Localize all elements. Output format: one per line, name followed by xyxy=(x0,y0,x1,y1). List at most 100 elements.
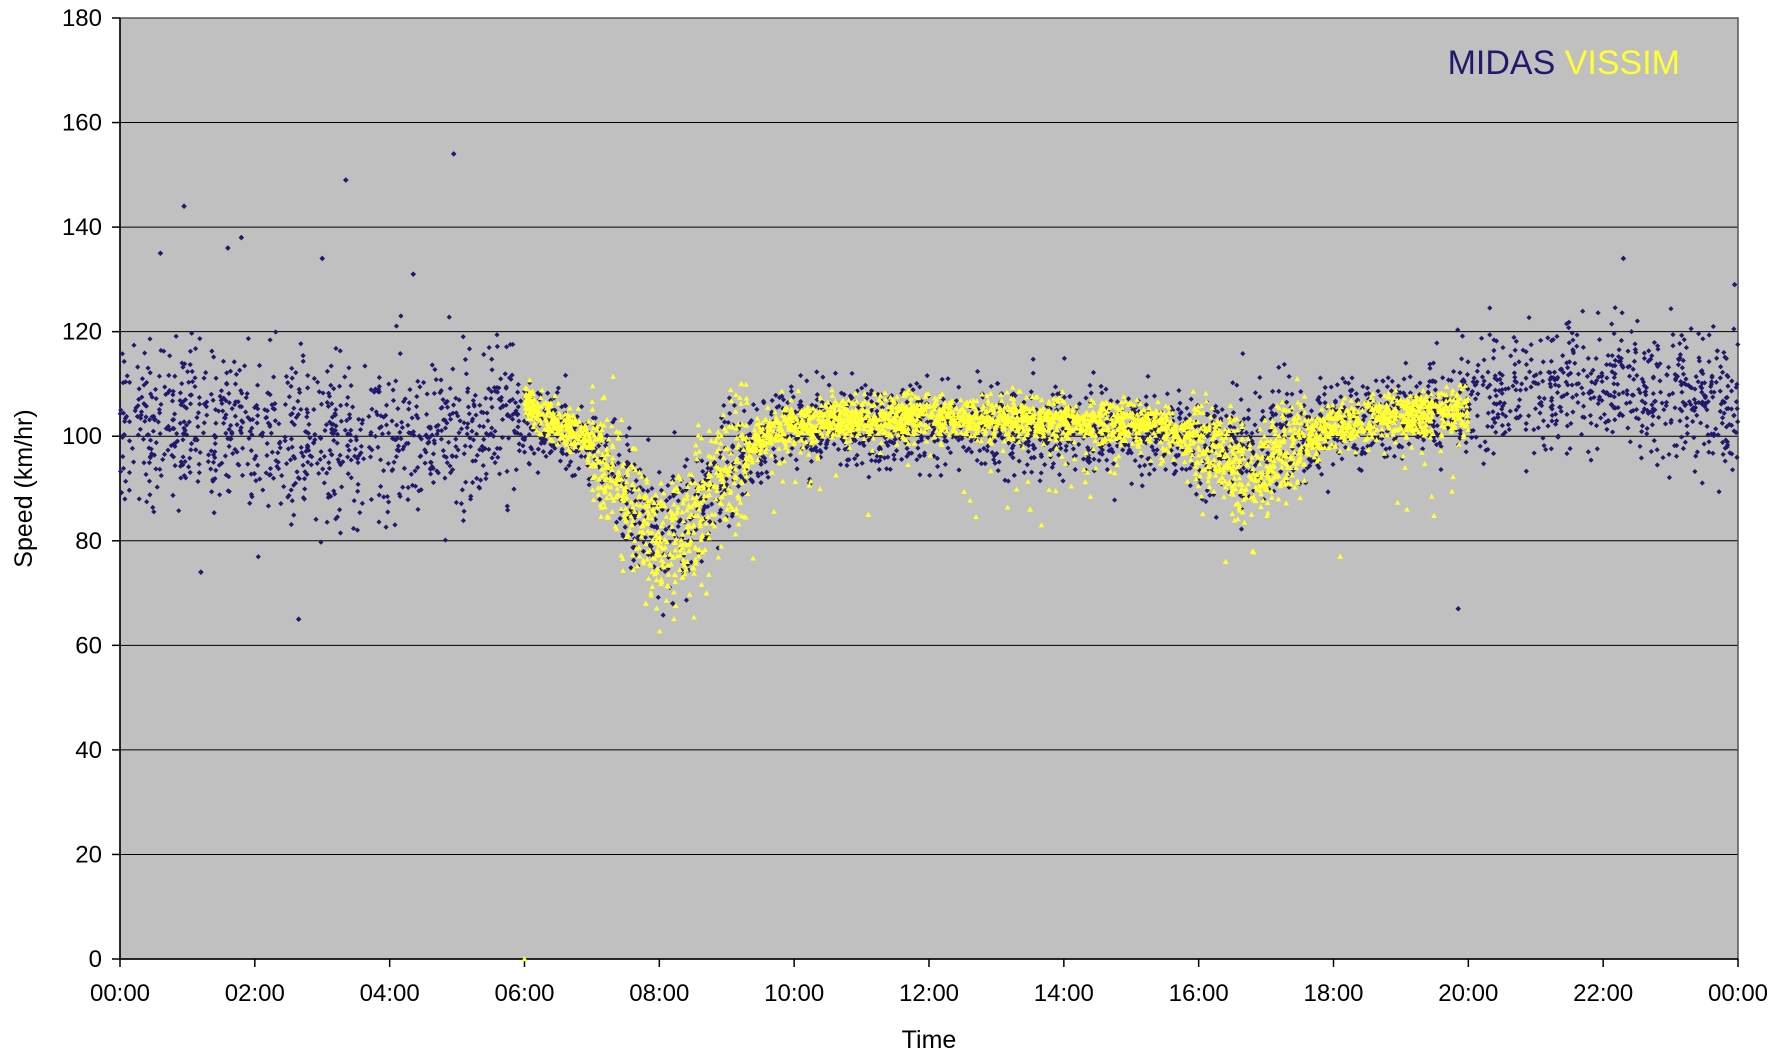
midas-point xyxy=(807,476,813,482)
midas-point xyxy=(1485,446,1491,453)
midas-point xyxy=(1028,455,1034,461)
midas-point xyxy=(383,524,389,530)
midas-point xyxy=(707,519,713,525)
midas-point xyxy=(1033,407,1039,413)
midas-point xyxy=(814,369,820,375)
midas-point xyxy=(432,366,438,373)
midas-point xyxy=(208,391,214,397)
midas-point xyxy=(1668,420,1674,426)
midas-point xyxy=(642,534,649,541)
midas-point xyxy=(1693,374,1699,380)
midas-point xyxy=(126,438,133,444)
midas-point xyxy=(251,471,257,477)
midas-point xyxy=(576,465,582,472)
midas-point xyxy=(344,443,351,449)
midas-point xyxy=(418,453,424,459)
midas-point xyxy=(1566,340,1572,346)
midas-point xyxy=(496,385,502,391)
midas-point xyxy=(1146,455,1152,462)
midas-point xyxy=(1498,380,1505,387)
midas-point xyxy=(626,461,632,467)
midas-point xyxy=(430,479,437,486)
midas-point xyxy=(739,491,746,497)
midas-point xyxy=(156,406,162,413)
midas-point xyxy=(283,373,290,380)
midas-point xyxy=(773,392,779,398)
midas-point xyxy=(665,508,672,514)
midas-point xyxy=(1145,373,1151,380)
midas-point xyxy=(1137,463,1143,469)
midas-point xyxy=(1307,463,1313,469)
midas-point xyxy=(982,460,988,467)
midas-point xyxy=(1696,331,1702,337)
midas-point xyxy=(1650,390,1656,397)
midas-point xyxy=(1469,434,1475,441)
midas-point xyxy=(267,337,273,343)
midas-point xyxy=(620,531,626,538)
midas-point xyxy=(505,507,511,513)
midas-point xyxy=(192,437,198,443)
midas-point xyxy=(453,499,459,506)
midas-point xyxy=(425,440,432,446)
midas-point xyxy=(1284,391,1290,397)
midas-point xyxy=(384,493,390,500)
midas-point xyxy=(641,474,647,480)
midas-point xyxy=(593,432,599,438)
midas-point xyxy=(1557,404,1564,410)
midas-point xyxy=(264,414,270,421)
midas-point xyxy=(477,402,483,408)
midas-point xyxy=(1719,420,1725,426)
midas-point xyxy=(458,426,465,432)
midas-point xyxy=(677,517,684,523)
midas-point xyxy=(1663,403,1669,409)
midas-point xyxy=(1359,451,1365,457)
midas-point xyxy=(189,330,195,336)
midas-point xyxy=(453,395,459,401)
midas-point xyxy=(498,394,505,401)
midas-point xyxy=(1513,407,1519,413)
midas-point xyxy=(1552,377,1558,383)
midas-point xyxy=(731,402,738,409)
midas-point xyxy=(291,482,297,488)
midas-point xyxy=(494,343,500,350)
midas-point xyxy=(1076,441,1082,448)
midas-point xyxy=(1098,383,1104,389)
midas-point xyxy=(170,454,177,460)
midas-point xyxy=(406,406,412,412)
midas-point xyxy=(477,477,484,483)
midas-point xyxy=(1126,442,1132,448)
midas-point xyxy=(1632,347,1638,353)
midas-point xyxy=(626,425,632,431)
midas-point xyxy=(1403,360,1409,366)
midas-point xyxy=(379,431,386,437)
midas-point xyxy=(255,554,261,560)
midas-point xyxy=(1231,436,1237,442)
midas-point xyxy=(945,445,951,451)
midas-point xyxy=(346,411,353,418)
midas-point xyxy=(676,519,682,525)
midas-point xyxy=(1605,352,1611,359)
midas-point xyxy=(1515,415,1521,421)
midas-point xyxy=(582,454,589,460)
midas-point xyxy=(345,394,351,401)
midas-point xyxy=(496,471,503,477)
midas-point xyxy=(1517,413,1523,419)
midas-point xyxy=(1083,395,1089,401)
midas-point xyxy=(256,362,263,369)
midas-point xyxy=(730,443,736,449)
midas-point xyxy=(307,435,313,441)
midas-point xyxy=(327,419,333,425)
midas-point xyxy=(676,485,683,492)
midas-point xyxy=(1063,447,1069,453)
midas-point xyxy=(127,379,133,385)
midas-point xyxy=(1729,378,1735,384)
midas-point xyxy=(1612,371,1618,377)
midas-point xyxy=(1703,401,1709,407)
midas-point xyxy=(1530,379,1537,385)
midas-point xyxy=(1237,492,1244,498)
midas-point xyxy=(324,519,330,525)
midas-point xyxy=(1503,413,1509,419)
midas-point xyxy=(1499,372,1505,378)
midas-point xyxy=(633,498,639,504)
midas-point xyxy=(411,432,417,438)
